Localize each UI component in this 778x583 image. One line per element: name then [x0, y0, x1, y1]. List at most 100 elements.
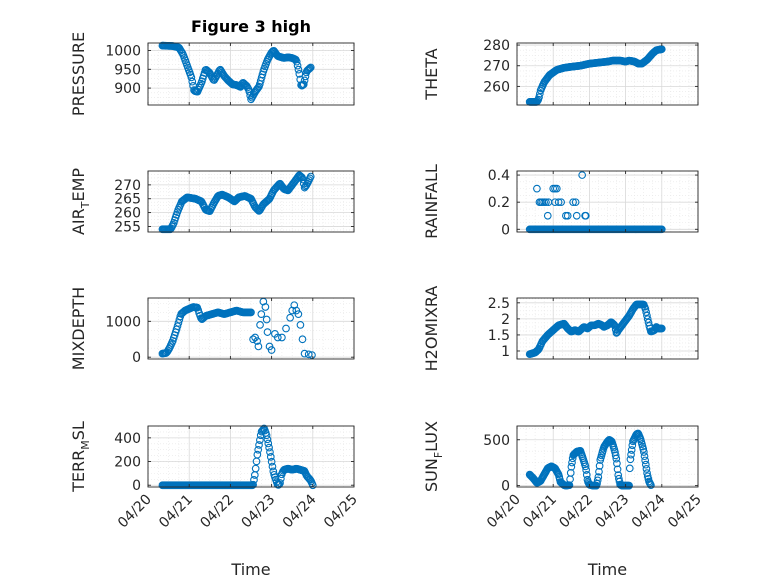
data-point [533, 97, 542, 105]
data-point [267, 457, 276, 466]
data-point [278, 333, 286, 342]
axes-box [147, 297, 355, 360]
axes-box [147, 425, 355, 488]
data-point [253, 337, 262, 345]
y-tick-label: 1.5 [488, 328, 510, 344]
data-point [247, 308, 255, 317]
data-point [266, 448, 274, 456]
data-point [265, 443, 273, 452]
y-tick-label: 2 [501, 312, 510, 328]
subplot-2: 260 270 280 THETA [422, 38, 699, 106]
axes-box [147, 42, 355, 106]
data-point [305, 65, 313, 73]
data-point [308, 351, 316, 359]
data-point [568, 458, 576, 467]
data-point [551, 198, 559, 207]
data-point [276, 479, 284, 487]
data-point [262, 431, 271, 440]
y-tick-label: 500 [483, 433, 510, 449]
y-tick-label: 0 [132, 350, 141, 366]
data-point [595, 462, 604, 470]
data-point [581, 462, 590, 471]
data-point [257, 310, 266, 319]
data-point [294, 310, 303, 319]
data-point [627, 446, 636, 454]
y-tick-label: 260 [483, 79, 510, 95]
x-axis-label: Time [230, 560, 270, 579]
subplot-4: 0 0.2 0.4 RAINFALL [422, 164, 699, 239]
y-tick-label: 950 [114, 62, 141, 78]
data-point [299, 80, 308, 89]
y-tick-label: 0 [132, 478, 141, 494]
y-tick-label: 270 [483, 59, 510, 75]
data-point [298, 81, 307, 89]
data-point [250, 476, 258, 484]
data-point [305, 475, 314, 483]
data-point [296, 321, 305, 329]
data-point [282, 324, 290, 333]
data-point [578, 171, 587, 179]
y-axis-label: PRESSURE [69, 32, 88, 116]
data-point [535, 89, 544, 98]
data-point [593, 476, 602, 485]
y-axis-label: THETA [422, 48, 441, 100]
data-point [643, 311, 651, 320]
data-point [533, 184, 541, 193]
data-point [567, 462, 576, 471]
data-point [569, 198, 577, 207]
data-point [264, 439, 273, 448]
data-point [300, 349, 309, 358]
axes-box [147, 170, 355, 233]
data-point [261, 303, 270, 311]
y-tick-label: 2.5 [488, 296, 510, 312]
data-point [256, 436, 264, 444]
data-point [571, 198, 580, 207]
data-point [304, 350, 313, 359]
data-point [241, 81, 250, 90]
data-point [657, 225, 666, 234]
data-point [262, 315, 271, 324]
data-point [187, 73, 196, 82]
y-tick-label: 400 [114, 431, 141, 447]
y-tick-label: 260 [114, 206, 141, 222]
data-point [300, 76, 309, 85]
data-point [253, 450, 262, 459]
data-point [608, 319, 617, 328]
data-point [251, 464, 260, 473]
y-axis-label: MIXDEPTH [69, 287, 88, 370]
data-point [611, 451, 620, 460]
data-point [552, 184, 561, 193]
data-point [554, 198, 563, 207]
data-point [535, 93, 543, 102]
axes-box [516, 297, 699, 360]
data-point [626, 455, 635, 464]
x-axis-label: Time [587, 560, 627, 579]
data-point [254, 445, 263, 454]
data-point [581, 211, 590, 220]
data-point [266, 453, 275, 461]
data-point [640, 452, 649, 461]
y-tick-label: 0 [501, 479, 510, 495]
data-point [639, 445, 648, 453]
axes-box [516, 425, 699, 488]
data-point [294, 65, 303, 74]
data-point [249, 480, 257, 489]
data-point [268, 462, 277, 471]
subplot-1: 900 950 1000 PRESSURE [69, 32, 355, 116]
data-point [306, 172, 315, 181]
data-point [273, 333, 282, 342]
data-point [642, 308, 651, 316]
figure-title: Figure 3 high [191, 17, 311, 36]
y-tick-label: 255 [114, 219, 141, 235]
data-point [300, 183, 309, 192]
y-tick-label: 1 [501, 344, 510, 360]
data-point [256, 321, 264, 329]
y-axis-label: SUNFLUX [422, 421, 445, 492]
data-point [612, 454, 621, 463]
data-point [572, 211, 581, 220]
y-axis-label: TERRMSL [69, 421, 92, 493]
y-tick-label: 200 [114, 455, 141, 471]
y-axis-label: H2OMIXRA [422, 286, 441, 372]
